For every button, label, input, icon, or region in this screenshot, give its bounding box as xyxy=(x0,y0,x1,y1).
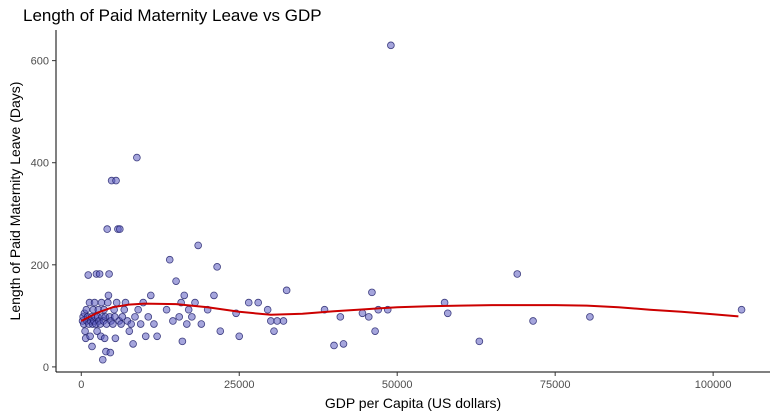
data-point xyxy=(188,313,196,321)
data-point xyxy=(197,320,206,328)
data-point xyxy=(150,320,158,328)
data-point xyxy=(387,41,395,50)
data-point xyxy=(139,298,147,307)
data-point xyxy=(116,225,124,233)
data-point xyxy=(112,176,120,185)
data-point xyxy=(104,291,113,300)
data-point xyxy=(178,337,187,346)
data-point xyxy=(172,277,180,285)
data-point xyxy=(97,298,106,307)
data-point xyxy=(513,270,522,278)
data-point xyxy=(358,309,367,318)
data-point xyxy=(106,348,115,357)
trend-line-group xyxy=(80,302,739,322)
data-point xyxy=(146,291,155,300)
data-point xyxy=(162,305,171,314)
data-point xyxy=(81,327,89,335)
data-point xyxy=(169,317,177,325)
data-point xyxy=(153,332,161,341)
y-tick-label: 200 xyxy=(31,260,49,272)
data-point xyxy=(82,305,91,314)
data-point xyxy=(111,334,120,343)
axes: 0 25000 50000 75000 100000 0 200 400 600 xyxy=(31,30,770,391)
data-point xyxy=(475,337,484,346)
data-point xyxy=(131,313,139,321)
data-point xyxy=(371,327,379,335)
data-point xyxy=(98,355,107,364)
y-tick-label: 400 xyxy=(31,158,49,170)
data-point xyxy=(282,286,291,295)
data-point xyxy=(127,320,135,328)
data-point xyxy=(210,291,218,300)
data-point xyxy=(84,271,93,279)
data-point xyxy=(270,327,278,335)
data-point xyxy=(194,241,202,250)
data-point xyxy=(129,340,137,348)
data-point xyxy=(339,340,348,348)
data-point xyxy=(88,342,96,351)
data-point xyxy=(112,298,121,307)
data-point xyxy=(216,327,225,335)
data-point xyxy=(330,341,338,350)
data-point xyxy=(235,332,244,341)
data-point xyxy=(104,298,112,307)
x-tick-label: 75000 xyxy=(540,379,571,391)
data-point xyxy=(180,291,189,300)
data-point xyxy=(105,270,113,278)
data-point xyxy=(368,288,376,297)
data-point xyxy=(244,298,253,307)
data-point xyxy=(95,270,104,278)
data-point xyxy=(117,320,125,328)
data-point xyxy=(134,305,142,314)
data-point xyxy=(213,263,221,271)
chart-title: Length of Paid Maternity Leave vs GDP xyxy=(23,6,322,25)
data-point xyxy=(120,305,129,314)
data-point xyxy=(141,332,150,341)
data-point xyxy=(125,327,134,335)
data-point xyxy=(336,313,345,321)
data-point xyxy=(100,334,109,343)
data-point xyxy=(184,305,193,314)
data-points xyxy=(78,41,746,364)
data-point xyxy=(279,317,288,325)
y-tick-label: 600 xyxy=(31,56,49,68)
data-point xyxy=(136,320,145,328)
data-point xyxy=(103,225,111,233)
data-point xyxy=(737,305,746,314)
data-point xyxy=(90,298,99,307)
trend-line xyxy=(80,302,739,322)
data-point xyxy=(267,317,275,325)
x-tick-label: 50000 xyxy=(382,379,413,391)
data-point xyxy=(273,317,281,325)
y-axis-label: Length of Paid Maternity Leave (Days) xyxy=(7,82,23,321)
data-point xyxy=(93,327,101,335)
data-point xyxy=(263,305,272,314)
x-tick-label: 0 xyxy=(78,379,84,391)
data-point xyxy=(182,320,191,328)
data-point xyxy=(443,309,452,318)
data-point xyxy=(529,317,537,325)
data-point xyxy=(133,153,141,162)
y-tick-label: 0 xyxy=(43,362,49,374)
data-point xyxy=(86,332,94,341)
x-axis-label: GDP per Capita (US dollars) xyxy=(325,395,501,411)
data-point xyxy=(175,313,184,321)
data-point xyxy=(144,313,153,321)
data-point xyxy=(586,313,594,321)
data-point xyxy=(109,320,117,328)
data-point xyxy=(254,298,262,307)
x-tick-label: 100000 xyxy=(695,379,732,391)
data-point xyxy=(364,313,373,321)
x-tick-label: 25000 xyxy=(224,379,255,391)
data-point xyxy=(165,255,174,264)
data-point xyxy=(118,313,127,321)
